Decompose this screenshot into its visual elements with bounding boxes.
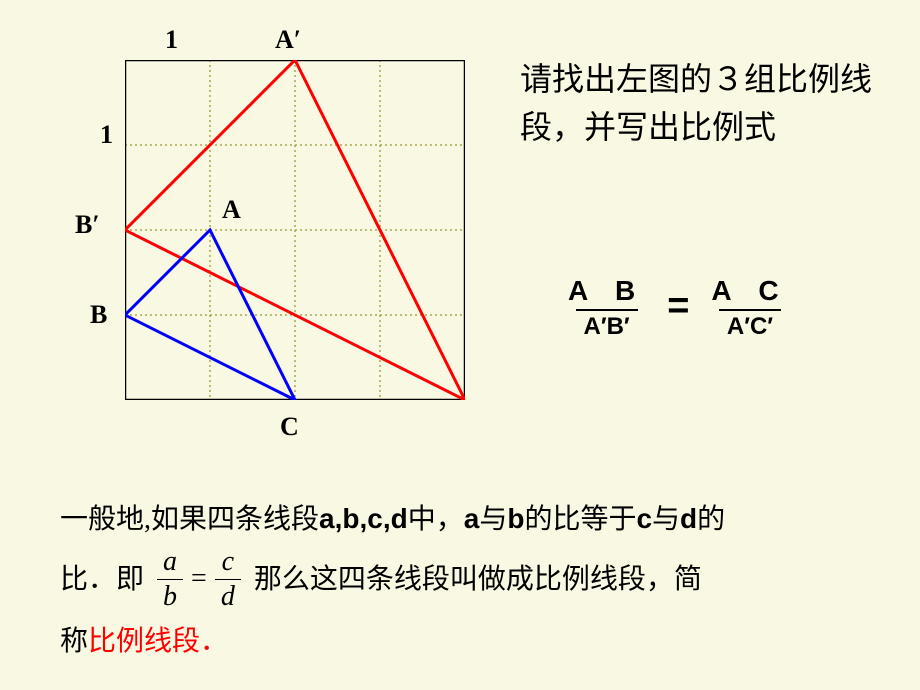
inline-proportion: a b = c d — [157, 548, 241, 611]
label-top-1: 1 — [165, 25, 178, 55]
text-b: b — [507, 503, 524, 534]
diagram-svg — [125, 60, 465, 400]
text-c: c — [636, 503, 652, 534]
instruction-text: 请找出左图的３组比例线段，并写出比例式 — [520, 55, 900, 151]
label-a: A — [222, 195, 241, 225]
geometry-diagram — [125, 60, 465, 400]
label-a-prime: A′ — [275, 25, 301, 55]
text-2b: 那么这四条线段叫做成比例线段，简 — [254, 564, 702, 595]
inline-frac-right: c d — [215, 548, 241, 611]
text-red-term: 比例线段． — [88, 626, 228, 657]
fraction-right: A C A′C′ — [703, 275, 796, 341]
label-b-prime: B′ — [75, 210, 100, 240]
text-a: a — [464, 503, 480, 534]
inline-frac-left: a b — [157, 548, 183, 611]
label-c: C — [280, 412, 299, 442]
text-1d: 的比等于 — [524, 504, 636, 535]
label-b: B — [90, 300, 107, 330]
label-left-1: 1 — [100, 120, 113, 150]
text-1a: 一般地,如果四条线段 — [60, 504, 319, 535]
inline-frac-rn: c — [216, 548, 240, 579]
fraction-right-num: A C — [703, 275, 796, 309]
text-2a: 比．即 — [60, 564, 144, 595]
inline-frac-eq: = — [191, 550, 207, 609]
text-1e: 与 — [652, 504, 680, 535]
fraction-left-num: A B — [560, 275, 653, 309]
definition-paragraph: 一般地,如果四条线段a,b,c,d中，a与b的比等于c与d的 比．即 a b =… — [60, 490, 880, 672]
proportion-equation: A B A′B′ = A C A′C′ — [560, 275, 797, 341]
text-3a: 称 — [60, 626, 88, 657]
text-1c: 与 — [479, 504, 507, 535]
inline-frac-rd: d — [215, 579, 241, 611]
text-abcd: a,b,c,d — [319, 503, 408, 534]
grid-inner — [125, 60, 465, 400]
fraction-left-den: A′B′ — [576, 309, 638, 341]
equals-sign: = — [667, 285, 689, 328]
text-1f: 的 — [697, 504, 725, 535]
inline-frac-ln: a — [157, 548, 183, 579]
text-1b: 中， — [408, 504, 464, 535]
text-d: d — [680, 503, 697, 534]
fraction-right-den: A′C′ — [719, 309, 781, 341]
inline-frac-ld: b — [157, 579, 183, 611]
fraction-left: A B A′B′ — [560, 275, 653, 341]
